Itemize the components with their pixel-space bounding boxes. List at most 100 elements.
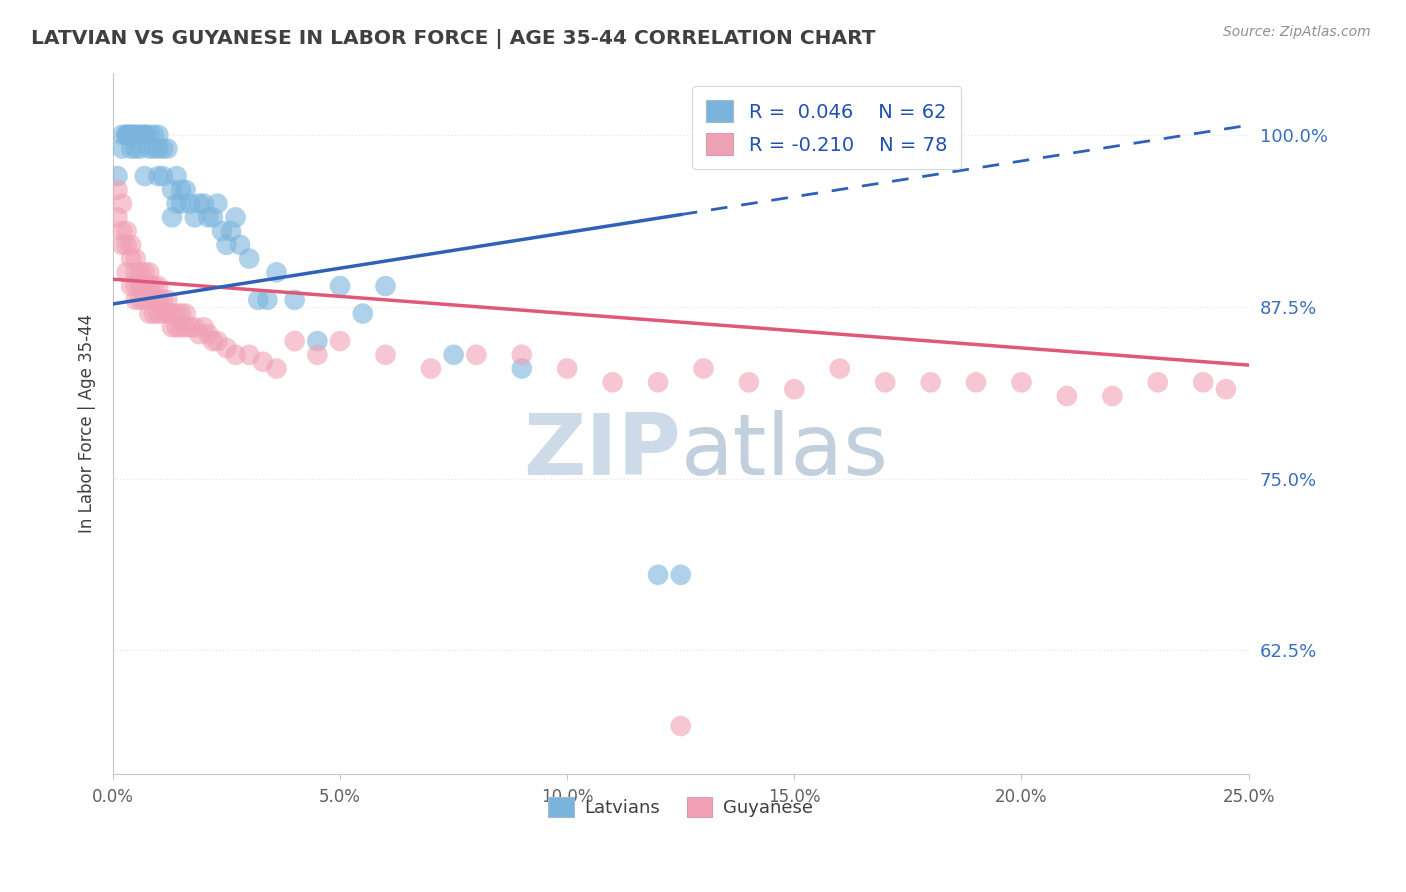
Point — [443, 348, 465, 362]
Point — [129, 142, 152, 156]
Point — [124, 265, 146, 279]
Point — [374, 348, 396, 362]
Point — [602, 376, 624, 390]
Point — [174, 320, 197, 334]
Point — [107, 183, 129, 197]
Point — [129, 293, 152, 307]
Point — [307, 334, 329, 348]
Point — [284, 334, 307, 348]
Point — [256, 293, 278, 307]
Point — [156, 307, 179, 321]
Point — [160, 307, 183, 321]
Point — [266, 265, 288, 279]
Point — [170, 196, 193, 211]
Point — [156, 142, 179, 156]
Point — [211, 224, 233, 238]
Point — [129, 279, 152, 293]
Point — [120, 252, 142, 266]
Point — [307, 348, 329, 362]
Point — [148, 307, 170, 321]
Point — [134, 169, 156, 183]
Point — [166, 169, 188, 183]
Point — [129, 128, 152, 142]
Point — [920, 376, 942, 390]
Point — [142, 279, 165, 293]
Point — [179, 196, 201, 211]
Point — [252, 354, 274, 368]
Point — [124, 252, 146, 266]
Point — [183, 211, 205, 225]
Point — [120, 237, 142, 252]
Point — [170, 183, 193, 197]
Point — [166, 320, 188, 334]
Point — [215, 341, 238, 355]
Point — [170, 320, 193, 334]
Point — [225, 348, 247, 362]
Point — [138, 265, 160, 279]
Point — [134, 293, 156, 307]
Point — [201, 334, 224, 348]
Point — [284, 293, 307, 307]
Point — [1192, 376, 1215, 390]
Point — [193, 196, 215, 211]
Point — [134, 265, 156, 279]
Point — [152, 293, 174, 307]
Point — [329, 334, 352, 348]
Point — [207, 334, 229, 348]
Point — [148, 293, 170, 307]
Point — [160, 183, 183, 197]
Point — [647, 567, 669, 582]
Point — [828, 361, 851, 376]
Point — [129, 128, 152, 142]
Point — [148, 169, 170, 183]
Text: LATVIAN VS GUYANESE IN LABOR FORCE | AGE 35-44 CORRELATION CHART: LATVIAN VS GUYANESE IN LABOR FORCE | AGE… — [31, 29, 876, 49]
Y-axis label: In Labor Force | Age 35-44: In Labor Force | Age 35-44 — [79, 314, 96, 533]
Point — [129, 265, 152, 279]
Point — [111, 128, 134, 142]
Point — [124, 142, 146, 156]
Point — [124, 293, 146, 307]
Point — [197, 211, 219, 225]
Point — [148, 142, 170, 156]
Point — [111, 196, 134, 211]
Point — [152, 169, 174, 183]
Point — [188, 196, 211, 211]
Point — [201, 211, 224, 225]
Point — [138, 128, 160, 142]
Point — [115, 224, 138, 238]
Point — [374, 279, 396, 293]
Point — [510, 361, 533, 376]
Point — [188, 327, 211, 342]
Point — [134, 128, 156, 142]
Point — [142, 307, 165, 321]
Point — [238, 348, 260, 362]
Point — [229, 237, 252, 252]
Point — [115, 265, 138, 279]
Legend: Latvians, Guyanese: Latvians, Guyanese — [541, 789, 821, 825]
Point — [115, 128, 138, 142]
Point — [179, 320, 201, 334]
Point — [174, 183, 197, 197]
Point — [120, 128, 142, 142]
Point — [965, 376, 987, 390]
Point — [329, 279, 352, 293]
Point — [156, 293, 179, 307]
Point — [1056, 389, 1078, 403]
Point — [142, 128, 165, 142]
Point — [207, 196, 229, 211]
Point — [115, 128, 138, 142]
Point — [148, 128, 170, 142]
Point — [138, 142, 160, 156]
Point — [183, 320, 205, 334]
Point — [152, 307, 174, 321]
Point — [465, 348, 488, 362]
Point — [124, 279, 146, 293]
Point — [738, 376, 761, 390]
Point — [120, 279, 142, 293]
Point — [875, 376, 897, 390]
Point — [215, 237, 238, 252]
Point — [174, 307, 197, 321]
Point — [111, 237, 134, 252]
Point — [247, 293, 270, 307]
Point — [134, 128, 156, 142]
